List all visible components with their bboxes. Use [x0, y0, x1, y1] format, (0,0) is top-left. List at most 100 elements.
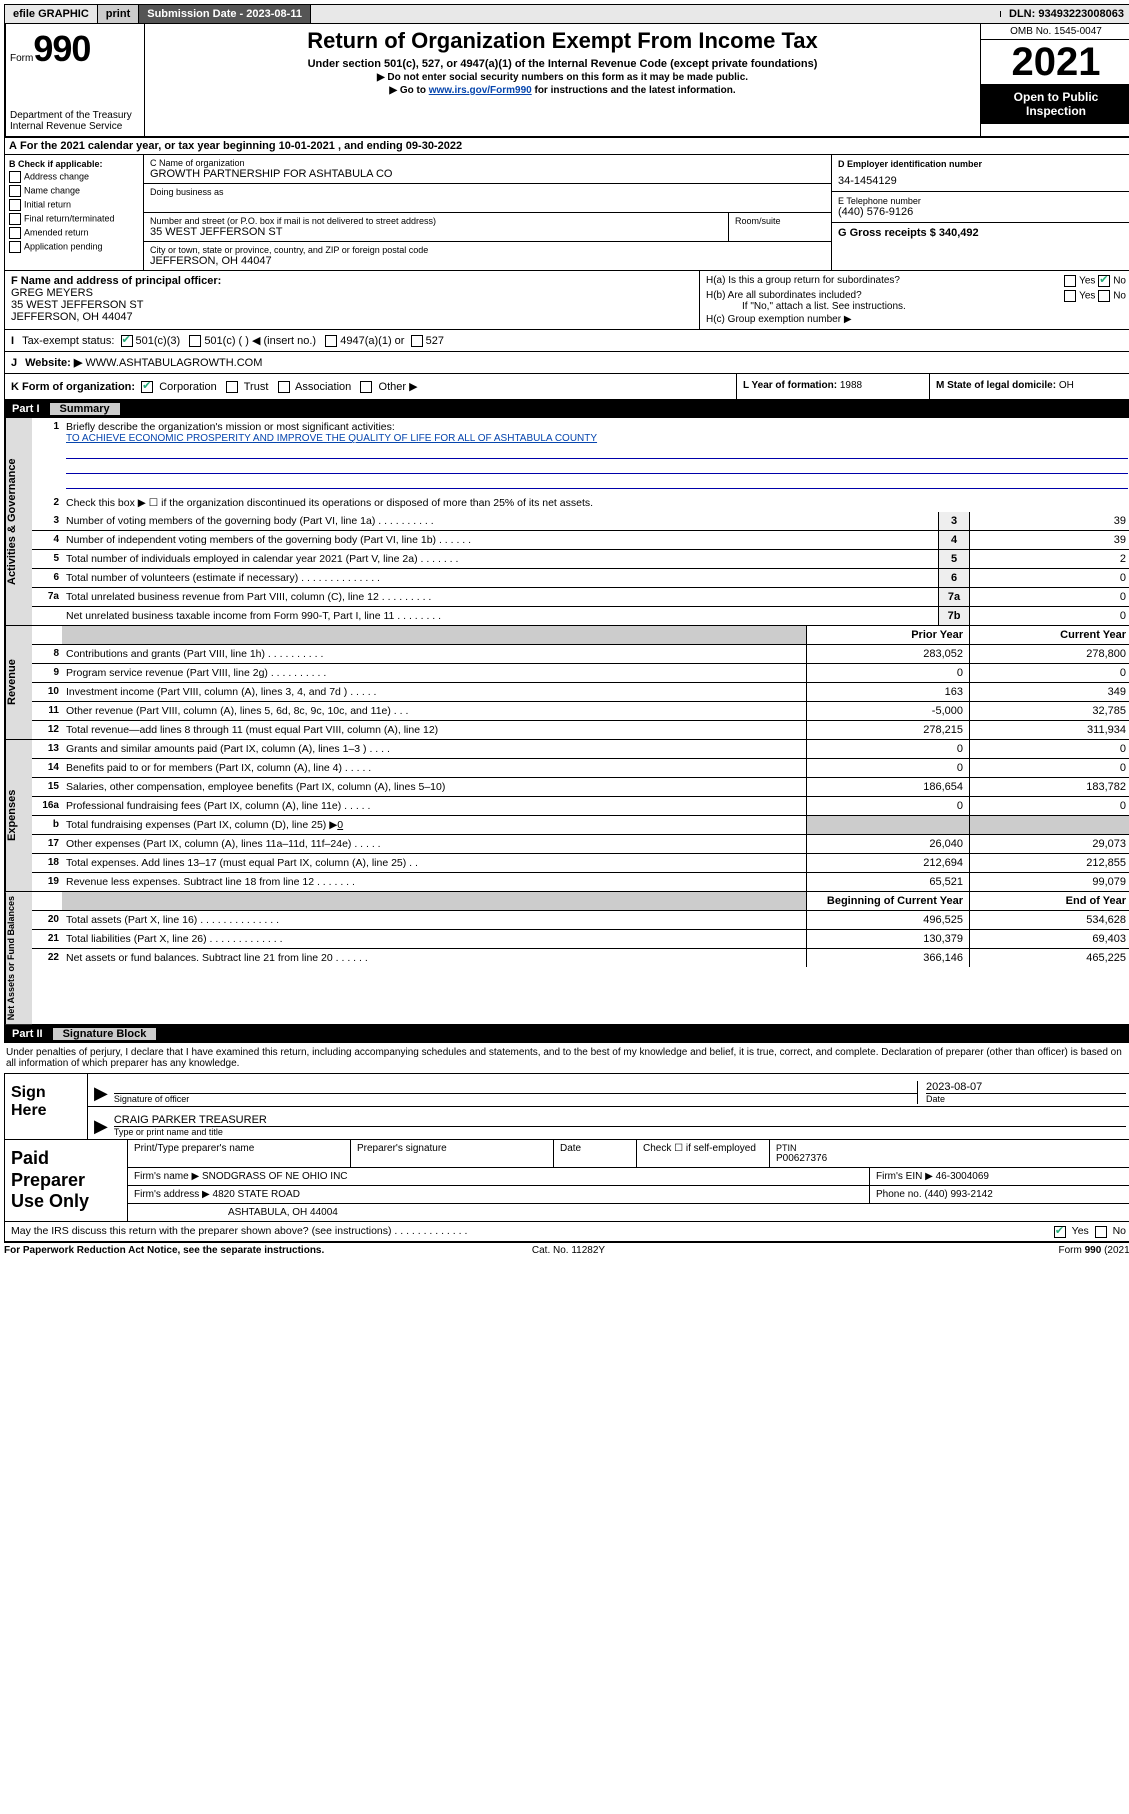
ha-label: H(a) Is this a group return for subordin…	[706, 275, 900, 286]
firm-name: SNODGRASS OF NE OHIO INC	[202, 1171, 348, 1182]
irs-link[interactable]: www.irs.gov/Form990	[429, 85, 532, 96]
chk-initial-return[interactable]: Initial return	[9, 199, 139, 211]
tax-year: 2021	[981, 40, 1129, 84]
ha-no[interactable]	[1098, 275, 1110, 287]
row-fh: F Name and address of principal officer:…	[4, 271, 1129, 330]
prep-h2: Preparer's signature	[351, 1140, 554, 1167]
line9: Program service revenue (Part VIII, line…	[62, 664, 806, 682]
chk-527[interactable]	[411, 335, 423, 347]
form-header: Form 990 Department of the Treasury Inte…	[4, 24, 1129, 138]
officer-name-title: CRAIG PARKER TREASURER	[114, 1114, 1126, 1126]
website-value: WWW.ASHTABULAGROWTH.COM	[85, 357, 262, 369]
line8: Contributions and grants (Part VIII, lin…	[62, 645, 806, 663]
name-title-label: Type or print name and title	[114, 1127, 1126, 1137]
org-name: GROWTH PARTNERSHIP FOR ASHTABULA CO	[150, 168, 825, 180]
c8: 278,800	[969, 645, 1129, 663]
section-revenue: Revenue Prior YearCurrent Year 8Contribu…	[4, 626, 1129, 740]
current-year-hdr: Current Year	[969, 626, 1129, 644]
part1-header: Part I Summary	[4, 400, 1129, 418]
bcy-hdr: Beginning of Current Year	[806, 892, 969, 910]
topbar-spacer	[311, 11, 1001, 17]
footer-center: Cat. No. 11282Y	[380, 1245, 756, 1256]
sig-arrow-icon: ▶	[94, 1083, 108, 1104]
p19: 65,521	[806, 873, 969, 891]
col-de: D Employer identification number 34-1454…	[831, 155, 1129, 270]
cell-m: M State of legal domicile: OH	[930, 374, 1129, 399]
sidelabel-exp: Expenses	[5, 740, 32, 891]
line19: Revenue less expenses. Subtract line 18 …	[62, 873, 806, 891]
f-label: F Name and address of principal officer:	[11, 275, 221, 287]
cell-h: H(a) Is this a group return for subordin…	[700, 271, 1129, 329]
department: Department of the Treasury Internal Reve…	[10, 110, 140, 132]
chk-trust[interactable]	[226, 381, 238, 393]
line6: Total number of volunteers (estimate if …	[62, 569, 938, 587]
cell-k: K Form of organization: Corporation Trus…	[5, 374, 737, 399]
c16a: 0	[969, 797, 1129, 815]
hb-yes[interactable]	[1064, 290, 1076, 302]
chk-501c3[interactable]	[121, 335, 133, 347]
officer-addr1: 35 WEST JEFFERSON ST	[11, 299, 693, 311]
sig-officer-label: Signature of officer	[114, 1094, 917, 1104]
part1-num: Part I	[12, 403, 52, 415]
paid-preparer-label: Paid Preparer Use Only	[5, 1140, 128, 1221]
section-a: A For the 2021 calendar year, or tax yea…	[4, 138, 1129, 155]
line11: Other revenue (Part VIII, column (A), li…	[62, 702, 806, 720]
info-grid: B Check if applicable: Address change Na…	[4, 155, 1129, 271]
sig-intro: Under penalties of perjury, I declare th…	[4, 1043, 1129, 1073]
chk-final-return[interactable]: Final return/terminated	[9, 213, 139, 225]
prep-h3: Date	[554, 1140, 637, 1167]
section-expenses: Expenses 13Grants and similar amounts pa…	[4, 740, 1129, 892]
chk-other[interactable]	[360, 381, 372, 393]
print-button[interactable]: print	[98, 5, 139, 23]
org-name-label: C Name of organization	[150, 158, 825, 168]
gross-receipts: G Gross receipts $ 340,492	[838, 227, 979, 239]
firm-ein: 46-3004069	[936, 1171, 989, 1182]
sign-here-block: Sign Here ▶ Signature of officer 2023-08…	[4, 1073, 1129, 1140]
discuss-row: May the IRS discuss this return with the…	[4, 1222, 1129, 1241]
discuss-text: May the IRS discuss this return with the…	[11, 1225, 1054, 1237]
chk-501c[interactable]	[189, 335, 201, 347]
row-i: I Tax-exempt status: 501(c)(3) 501(c) ( …	[4, 330, 1129, 352]
v6: 0	[969, 569, 1129, 587]
cell-l: L Year of formation: 1988	[737, 374, 930, 399]
p11: -5,000	[806, 702, 969, 720]
p16a: 0	[806, 797, 969, 815]
p13: 0	[806, 740, 969, 758]
discuss-no[interactable]	[1095, 1226, 1107, 1238]
c21: 69,403	[969, 930, 1129, 948]
chk-address-change[interactable]: Address change	[9, 171, 139, 183]
section-activities-governance: Activities & Governance 1 Briefly descri…	[4, 418, 1129, 626]
hb-no[interactable]	[1098, 290, 1110, 302]
top-bar: efile GRAPHIC print Submission Date - 20…	[4, 4, 1129, 24]
firm-name-label: Firm's name ▶	[134, 1171, 199, 1182]
hb-note: If "No," attach a list. See instructions…	[742, 301, 1126, 312]
chk-corporation[interactable]	[141, 381, 153, 393]
line7a: Total unrelated business revenue from Pa…	[62, 588, 938, 606]
header-right: OMB No. 1545-0047 2021 Open to Public In…	[980, 24, 1129, 136]
eoy-hdr: End of Year	[969, 892, 1129, 910]
chk-application-pending[interactable]: Application pending	[9, 241, 139, 253]
chk-amended-return[interactable]: Amended return	[9, 227, 139, 239]
p17: 26,040	[806, 835, 969, 853]
addr-label: Number and street (or P.O. box if mail i…	[150, 216, 722, 226]
p18: 212,694	[806, 854, 969, 872]
line17: Other expenses (Part IX, column (A), lin…	[62, 835, 806, 853]
chk-name-change[interactable]: Name change	[9, 185, 139, 197]
line16a: Professional fundraising fees (Part IX, …	[62, 797, 806, 815]
line18: Total expenses. Add lines 13–17 (must eq…	[62, 854, 806, 872]
line21: Total liabilities (Part X, line 26) . . …	[62, 930, 806, 948]
footer-right: Form 990 (2021)	[757, 1245, 1129, 1256]
discuss-yes[interactable]	[1054, 1226, 1066, 1238]
c9: 0	[969, 664, 1129, 682]
col-c: C Name of organization GROWTH PARTNERSHI…	[144, 155, 831, 270]
p22: 366,146	[806, 949, 969, 967]
ha-yes[interactable]	[1064, 275, 1076, 287]
chk-4947[interactable]	[325, 335, 337, 347]
chk-association[interactable]	[278, 381, 290, 393]
header-left: Form 990 Department of the Treasury Inte…	[6, 24, 145, 136]
officer-addr2: JEFFERSON, OH 44047	[11, 311, 693, 323]
prep-h4a: Check ☐ if self-employed	[637, 1140, 770, 1167]
c12: 311,934	[969, 721, 1129, 739]
c22: 465,225	[969, 949, 1129, 967]
v3: 39	[969, 512, 1129, 530]
